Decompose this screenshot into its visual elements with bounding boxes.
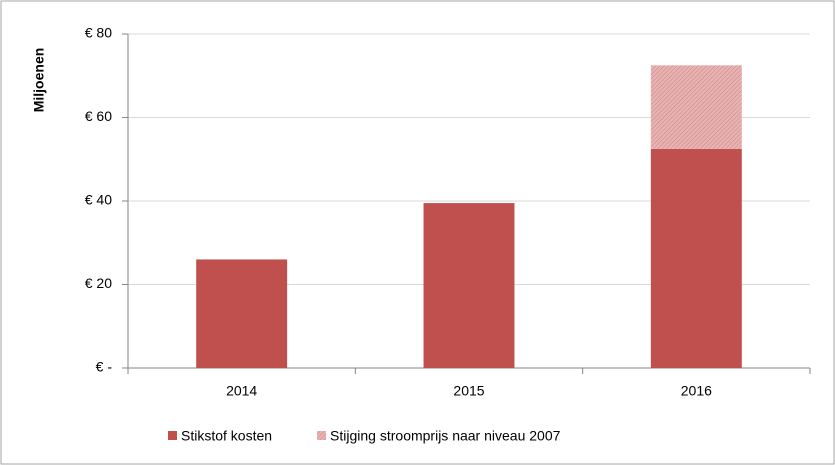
x-tick-label: 2014: [226, 383, 257, 399]
y-tick-label: € 20: [85, 275, 112, 291]
bar-segment: [650, 148, 742, 368]
legend-swatch: [317, 431, 327, 440]
bar-segment: [196, 259, 288, 368]
legend-swatch: [168, 431, 177, 440]
y-tick-label: € 80: [85, 25, 112, 41]
y-tick-label: € 40: [85, 192, 112, 208]
y-tick-label: € 60: [85, 108, 112, 124]
legend-label: Stikstof kosten: [181, 428, 272, 444]
legend-label: Stijging stroomprijs naar niveau 2007: [330, 428, 561, 444]
bar-segment: [423, 203, 515, 368]
y-axis-label: Miljoenen: [31, 48, 47, 113]
x-tick-label: 2015: [453, 383, 484, 399]
y-tick-label: € -: [96, 359, 113, 375]
bar-segment: [650, 65, 742, 149]
x-tick-label: 2016: [681, 383, 712, 399]
